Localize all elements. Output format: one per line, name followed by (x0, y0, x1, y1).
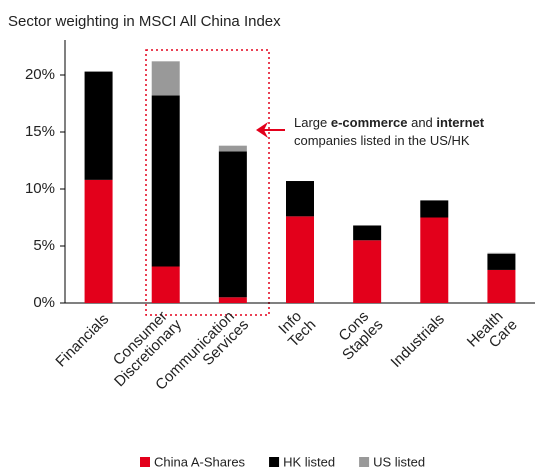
x-tick-label: Info Tech (274, 305, 320, 351)
bar-segment (84, 179, 113, 303)
bar-segment (218, 297, 247, 303)
arrow-head (256, 122, 268, 138)
bar-segment (487, 269, 516, 303)
bar-segment (151, 266, 180, 303)
legend-swatch (359, 457, 370, 467)
x-tick-label: Financials (52, 311, 112, 371)
x-tick-label: Health Care (464, 305, 521, 362)
legend-swatch (269, 457, 280, 467)
highlight-box (145, 49, 270, 316)
bar-segment (218, 145, 247, 152)
y-tick-label: 20% (25, 66, 55, 83)
y-tick-label: 5% (33, 237, 55, 254)
bar-segment (353, 240, 382, 303)
chart-title: Sector weighting in MSCI All China Index (8, 13, 281, 30)
annotation-part: e-commerce (331, 115, 408, 130)
annotation-part: and (407, 115, 436, 130)
legend-label: China A-Shares (154, 454, 246, 469)
legend-label: US listed (373, 454, 425, 469)
y-tick-label: 10% (25, 180, 55, 197)
y-tick-label: 0% (33, 294, 55, 311)
annotation-part: internet (436, 115, 484, 130)
annotation: Large e-commerce and internet (294, 115, 485, 130)
bar-segment (420, 200, 449, 218)
bar-segment (151, 95, 180, 267)
bar-segment (84, 71, 113, 180)
y-tick-label: 15% (25, 123, 55, 140)
legend-swatch (140, 457, 150, 467)
bar-segment (353, 225, 382, 241)
x-tick-label: Industrials (388, 311, 448, 371)
bar-segment (487, 253, 516, 270)
annotation-part: Large (294, 115, 331, 130)
legend-label: HK listed (283, 454, 335, 469)
bar-segment (151, 61, 180, 96)
bar-segment (420, 217, 449, 303)
bar-segment (487, 252, 516, 254)
bar-segment (286, 216, 314, 303)
bar-segment (286, 181, 314, 217)
bar-segment (218, 151, 247, 298)
annotation-part: companies listed in the US/HK (294, 133, 470, 148)
annotation: companies listed in the US/HK (294, 133, 470, 148)
x-tick-label: Cons Staples (328, 305, 387, 364)
